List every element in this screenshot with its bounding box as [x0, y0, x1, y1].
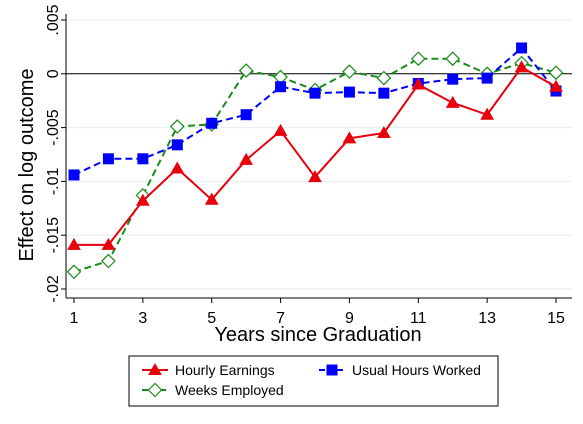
data-point-weeks-employed-11 [410, 51, 426, 67]
data-point-hourly-earnings-1 [67, 237, 81, 250]
data-point-hourly-earnings-7 [273, 123, 288, 136]
x-axis-ticks: 1 3 5 7 9 11 13 15 [70, 298, 565, 327]
x-tick-label-2: 5 [207, 310, 216, 327]
series-layer [66, 42, 564, 280]
data-point-usual-hours-worked-7 [275, 81, 287, 93]
x-tick-label-7: 15 [547, 310, 565, 327]
y-tick-label-4: -.015 [45, 217, 62, 254]
data-point-hourly-earnings-11 [411, 77, 426, 90]
data-point-hourly-earnings-2 [101, 237, 116, 250]
legend-label-hourly-earnings: Hourly Earnings [175, 362, 275, 378]
x-tick-label-3: 7 [276, 310, 285, 327]
x-tick-label-5: 11 [410, 310, 427, 327]
data-point-usual-hours-worked-1 [68, 169, 80, 181]
data-point-hourly-earnings-13 [480, 107, 495, 120]
legend-label-usual-hours-worked: Usual Hours Worked [352, 362, 481, 378]
y-tick-label-2: -.005 [45, 109, 62, 146]
y-tick-label-3: -.01 [45, 168, 62, 196]
data-point-weeks-employed-9 [342, 64, 357, 79]
x-tick-label-4: 9 [345, 310, 354, 327]
data-point-hourly-earnings-3 [135, 193, 150, 206]
x-axis-title: Years since Graduation [214, 324, 421, 346]
data-point-usual-hours-worked-2 [102, 153, 114, 165]
data-point-weeks-employed-10 [376, 70, 392, 86]
data-point-weeks-employed-15 [548, 65, 564, 81]
legend-label-weeks-employed: Weeks Employed [175, 382, 284, 398]
y-axis-ticks: .005 0 -.005 -.01 -.015 -.02 [45, 4, 66, 303]
data-point-hourly-earnings-14 [514, 60, 529, 73]
legend-marker-hourly-earnings [148, 362, 162, 375]
data-point-usual-hours-worked-9 [343, 86, 355, 98]
data-point-hourly-earnings-5 [204, 192, 219, 205]
data-point-usual-hours-worked-3 [137, 153, 149, 165]
data-point-weeks-employed-2 [101, 253, 116, 269]
data-point-usual-hours-worked-10 [378, 87, 390, 99]
data-point-weeks-employed-6 [238, 63, 254, 78]
data-point-hourly-earnings-9 [342, 131, 357, 144]
legend-marker-usual-hours-worked [326, 364, 338, 376]
legend: Hourly Earnings Usual Hours Worked Weeks E… [128, 355, 499, 407]
data-point-weeks-employed-1 [66, 264, 82, 280]
data-point-usual-hours-worked-12 [447, 73, 459, 85]
data-point-usual-hours-worked-6 [240, 109, 252, 121]
y-tick-label-5: -.02 [45, 275, 62, 303]
x-tick-label-0: 1 [70, 310, 79, 327]
data-point-usual-hours-worked-4 [171, 139, 183, 151]
y-tick-label-1: 0 [45, 69, 62, 78]
legend-marker-weeks-employed [147, 382, 163, 398]
data-point-weeks-employed-4 [169, 119, 185, 134]
data-point-weeks-employed-12 [445, 51, 461, 67]
data-point-hourly-earnings-6 [239, 152, 254, 165]
x-tick-label-1: 3 [138, 310, 147, 327]
data-point-usual-hours-worked-13 [481, 72, 493, 84]
data-point-usual-hours-worked-5 [206, 117, 218, 129]
data-point-hourly-earnings-8 [308, 170, 322, 183]
data-point-hourly-earnings-10 [376, 125, 391, 138]
data-point-usual-hours-worked-8 [309, 87, 321, 99]
data-point-hourly-earnings-12 [445, 95, 460, 108]
data-point-usual-hours-worked-14 [516, 42, 528, 54]
y-tick-label-0: .005 [45, 4, 62, 35]
data-point-hourly-earnings-4 [170, 161, 185, 174]
y-axis-title: Effect on log outcome [16, 68, 38, 261]
data-point-hourly-earnings-15 [549, 79, 563, 92]
x-tick-label-6: 13 [478, 310, 496, 327]
legend-box [128, 355, 499, 407]
